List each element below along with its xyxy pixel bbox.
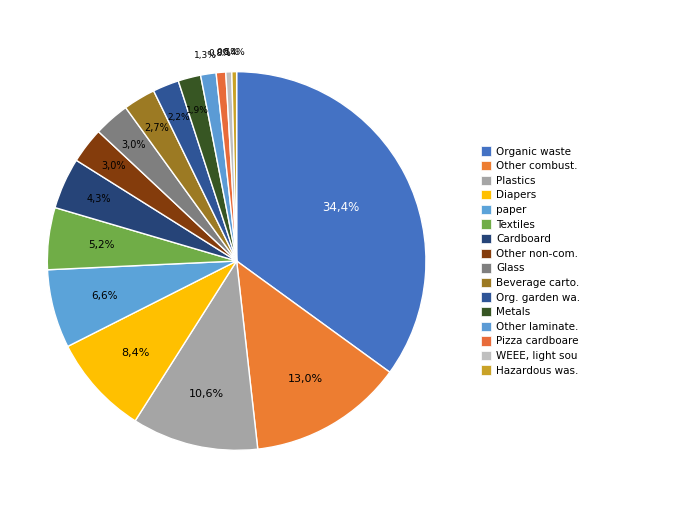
Text: 13,0%: 13,0% xyxy=(287,374,323,384)
Text: 5,2%: 5,2% xyxy=(88,240,115,250)
Wedge shape xyxy=(135,261,258,450)
Wedge shape xyxy=(154,81,237,261)
Text: 2,2%: 2,2% xyxy=(167,113,190,122)
Wedge shape xyxy=(216,72,237,261)
Wedge shape xyxy=(226,72,237,261)
Wedge shape xyxy=(178,75,237,261)
Legend: Organic waste, Other combust., Plastics, Diapers, paper, Textiles, Cardboard, Ot: Organic waste, Other combust., Plastics,… xyxy=(478,144,583,378)
Wedge shape xyxy=(232,72,237,261)
Text: 2,7%: 2,7% xyxy=(145,123,169,133)
Text: 1,9%: 1,9% xyxy=(187,106,209,115)
Wedge shape xyxy=(55,160,237,261)
Wedge shape xyxy=(200,73,237,261)
Wedge shape xyxy=(77,132,237,261)
Text: 0,4%: 0,4% xyxy=(223,48,246,57)
Text: 0,8%: 0,8% xyxy=(208,49,231,58)
Text: 1,3%: 1,3% xyxy=(194,51,217,60)
Text: 34,4%: 34,4% xyxy=(322,201,360,214)
Wedge shape xyxy=(68,261,237,421)
Text: 3,0%: 3,0% xyxy=(122,139,146,149)
Text: 0,5%: 0,5% xyxy=(216,49,239,57)
Wedge shape xyxy=(47,261,237,347)
Wedge shape xyxy=(237,72,426,372)
Wedge shape xyxy=(126,91,237,261)
Text: 8,4%: 8,4% xyxy=(122,348,150,358)
Text: 6,6%: 6,6% xyxy=(92,291,118,301)
Text: 10,6%: 10,6% xyxy=(189,389,223,399)
Wedge shape xyxy=(98,108,237,261)
Wedge shape xyxy=(237,261,390,449)
Wedge shape xyxy=(47,208,237,270)
Text: 4,3%: 4,3% xyxy=(86,194,111,204)
Text: 3,0%: 3,0% xyxy=(102,161,126,171)
